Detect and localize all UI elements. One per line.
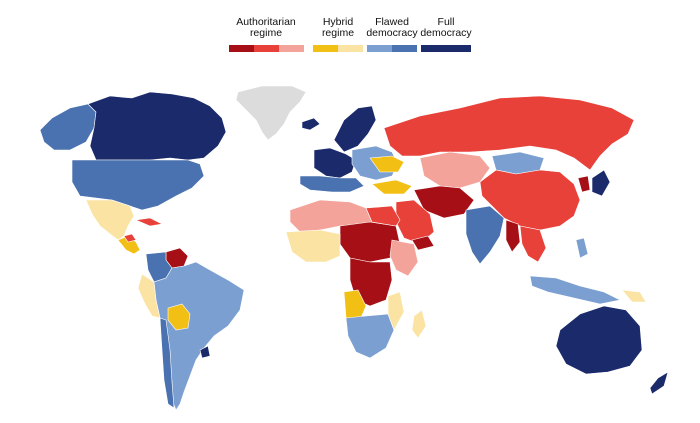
region-new-zealand	[649, 371, 669, 395]
legend-full: Full democracy	[418, 17, 474, 52]
swatch-hybrid-dark	[313, 45, 338, 52]
world-map-svg	[39, 85, 669, 411]
region-australia	[555, 305, 643, 375]
region-russia	[383, 95, 635, 171]
swatch-hybrid-light	[338, 45, 363, 52]
legend-flawed: Flawed democracy	[364, 17, 420, 52]
region-mozambique	[387, 291, 405, 331]
region-southern-africa	[345, 313, 395, 359]
region-india	[465, 205, 505, 265]
swatch-authoritarian-light	[278, 45, 304, 52]
region-madagascar	[411, 309, 427, 339]
region-myanmar	[505, 219, 521, 253]
region-uruguay	[199, 345, 211, 359]
region-yemen	[411, 235, 435, 251]
region-egypt	[365, 205, 401, 227]
region-alaska	[39, 103, 97, 151]
region-mexico	[85, 199, 135, 241]
region-central-asia	[419, 151, 491, 189]
region-iceland	[301, 117, 321, 131]
region-central-africa	[349, 257, 393, 307]
region-philippines	[575, 237, 589, 259]
region-east-africa	[389, 239, 419, 277]
swatch-authoritarian-mid	[253, 45, 279, 52]
region-bolivia	[167, 303, 191, 331]
region-scandinavia	[333, 105, 377, 153]
region-angola	[343, 289, 367, 321]
swatch-full	[421, 45, 471, 52]
legend-authoritarian-label: Authoritarian regime	[236, 16, 296, 39]
legend-authoritarian: Authoritarian regime	[225, 17, 307, 52]
region-western-europe	[313, 147, 357, 179]
region-japan	[591, 169, 611, 197]
region-southern-europe	[299, 175, 365, 193]
region-greenland	[235, 85, 307, 141]
region-se-asia	[519, 225, 547, 263]
region-turkey	[371, 179, 413, 195]
region-papua-new-guinea	[621, 289, 647, 303]
swatch-flawed-light	[367, 45, 392, 52]
world-map	[0, 60, 700, 423]
region-west-africa	[285, 229, 341, 263]
region-north-korea	[577, 175, 591, 193]
legend-hybrid-label: Hybrid regime	[321, 16, 355, 39]
region-usa	[71, 159, 205, 211]
legend: Authoritarian regime Hybrid regime Flawe…	[0, 17, 700, 61]
region-central-america-2	[123, 233, 137, 243]
swatch-authoritarian-dark	[228, 45, 254, 52]
region-indonesia	[529, 275, 621, 305]
legend-full-label: Full democracy	[420, 16, 472, 39]
region-chile	[159, 317, 175, 409]
region-peru	[137, 273, 161, 319]
swatch-flawed-dark	[392, 45, 417, 52]
region-cuba	[134, 217, 163, 227]
region-ukraine	[369, 155, 405, 173]
region-china	[479, 169, 581, 231]
legend-hybrid: Hybrid regime	[310, 17, 366, 52]
legend-flawed-label: Flawed democracy	[366, 16, 418, 39]
region-canada	[87, 91, 227, 161]
